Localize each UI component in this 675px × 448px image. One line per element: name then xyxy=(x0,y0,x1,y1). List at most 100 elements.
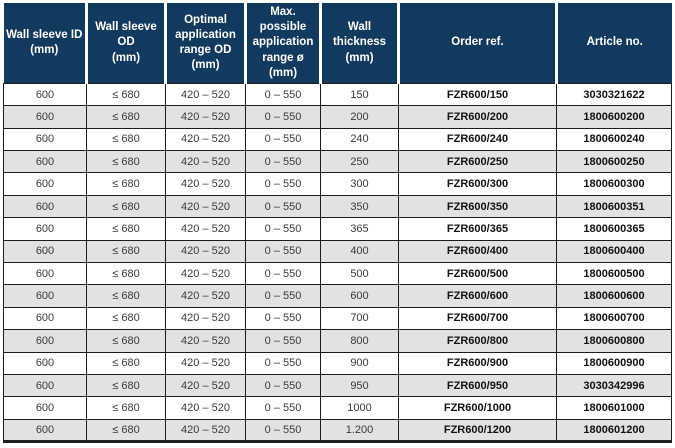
cell-order-ref: FZR600/600 xyxy=(398,284,557,308)
column-header-wall-sleeve-od: Wall sleeve OD (mm) xyxy=(85,3,166,84)
cell-article-no: 1800600400 xyxy=(556,239,672,263)
cell-optimal-application-range-od: 420 – 520 xyxy=(165,127,246,152)
cell-optimal-application-range-od: 420 – 520 xyxy=(165,351,246,375)
cell-wall-sleeve-od: ≤ 680 xyxy=(86,261,166,286)
cell-wall-thickness: 800 xyxy=(320,329,399,353)
cell-optimal-application-range-od: 420 – 520 xyxy=(165,284,246,308)
cell-max-possible-application-range: 0 – 550 xyxy=(245,284,321,308)
table-row: 600 ≤ 680 420 – 520 0 – 550 1000 FZR600/1000 1… xyxy=(3,396,672,420)
cell-optimal-application-range-od: 420 – 520 xyxy=(165,82,246,107)
cell-max-possible-application-range: 0 – 550 xyxy=(245,306,321,331)
cell-wall-sleeve-id: 600 xyxy=(3,284,87,308)
cell-wall-thickness: 400 xyxy=(320,239,399,263)
cell-max-possible-application-range: 0 – 550 xyxy=(245,329,321,353)
cell-wall-sleeve-od: ≤ 680 xyxy=(86,306,166,331)
cell-wall-sleeve-id: 600 xyxy=(3,105,87,129)
cell-optimal-application-range-od: 420 – 520 xyxy=(165,418,246,444)
cell-article-no: 3030342996 xyxy=(556,373,672,398)
cell-wall-thickness: 250 xyxy=(320,150,399,174)
cell-order-ref: FZR600/350 xyxy=(398,194,557,219)
cell-optimal-application-range-od: 420 – 520 xyxy=(165,217,246,241)
cell-optimal-application-range-od: 420 – 520 xyxy=(165,150,246,174)
table-row: 600 ≤ 680 420 – 520 0 – 550 365 FZR600/365 180… xyxy=(3,217,672,241)
cell-order-ref: FZR600/500 xyxy=(398,261,557,286)
cell-wall-sleeve-id: 600 xyxy=(3,150,87,174)
table-row: 600 ≤ 680 420 – 520 0 – 550 150 FZR600/150 303… xyxy=(3,82,672,107)
cell-article-no: 1800600250 xyxy=(556,150,672,174)
cell-wall-sleeve-od: ≤ 680 xyxy=(86,373,166,398)
table-row: 600 ≤ 680 420 – 520 0 – 550 600 FZR600/600 180… xyxy=(3,284,672,308)
cell-order-ref: FZR600/1200 xyxy=(398,418,557,444)
cell-article-no: 1800600300 xyxy=(556,172,672,196)
cell-max-possible-application-range: 0 – 550 xyxy=(245,396,321,420)
cell-wall-sleeve-od: ≤ 680 xyxy=(86,418,166,444)
cell-order-ref: FZR600/365 xyxy=(398,217,557,241)
cell-wall-thickness: 240 xyxy=(320,127,399,152)
cell-wall-sleeve-od: ≤ 680 xyxy=(86,127,166,152)
cell-wall-sleeve-id: 600 xyxy=(3,127,87,152)
cell-article-no: 1800600200 xyxy=(556,105,672,129)
cell-optimal-application-range-od: 420 – 520 xyxy=(165,396,246,420)
table-row: 600 ≤ 680 420 – 520 0 – 550 400 FZR600/400 180… xyxy=(3,239,672,263)
cell-wall-sleeve-od: ≤ 680 xyxy=(86,329,166,353)
cell-article-no: 1800600900 xyxy=(556,351,672,375)
cell-article-no: 1800601200 xyxy=(556,418,672,444)
cell-wall-thickness: 350 xyxy=(320,194,399,219)
cell-optimal-application-range-od: 420 – 520 xyxy=(165,373,246,398)
cell-wall-sleeve-od: ≤ 680 xyxy=(86,194,166,219)
cell-max-possible-application-range: 0 – 550 xyxy=(245,82,321,107)
cell-wall-thickness: 950 xyxy=(320,373,399,398)
cell-wall-sleeve-id: 600 xyxy=(3,261,87,286)
cell-wall-sleeve-od: ≤ 680 xyxy=(86,217,166,241)
cell-order-ref: FZR600/400 xyxy=(398,239,557,263)
cell-article-no: 1800600365 xyxy=(556,217,672,241)
table-row: 600 ≤ 680 420 – 520 0 – 550 250 FZR600/250 180… xyxy=(3,150,672,174)
cell-optimal-application-range-od: 420 – 520 xyxy=(165,239,246,263)
cell-max-possible-application-range: 0 – 550 xyxy=(245,239,321,263)
cell-max-possible-application-range: 0 – 550 xyxy=(245,105,321,129)
column-header-article-no: Article no. xyxy=(555,3,672,84)
cell-wall-sleeve-od: ≤ 680 xyxy=(86,82,166,107)
table-row: 600 ≤ 680 420 – 520 0 – 550 350 FZR600/350 180… xyxy=(3,194,672,219)
cell-wall-sleeve-od: ≤ 680 xyxy=(86,105,166,129)
cell-order-ref: FZR600/950 xyxy=(398,373,557,398)
cell-wall-sleeve-od: ≤ 680 xyxy=(86,172,166,196)
cell-order-ref: FZR600/250 xyxy=(398,150,557,174)
cell-max-possible-application-range: 0 – 550 xyxy=(245,261,321,286)
table-header: Wall sleeve ID (mm) Wall sleeve OD (mm) … xyxy=(3,3,672,84)
cell-wall-sleeve-id: 600 xyxy=(3,172,87,196)
cell-optimal-application-range-od: 420 – 520 xyxy=(165,261,246,286)
cell-wall-sleeve-id: 600 xyxy=(3,351,87,375)
cell-wall-sleeve-id: 600 xyxy=(3,194,87,219)
table-row: 600 ≤ 680 420 – 520 0 – 550 800 FZR600/800 180… xyxy=(3,329,672,353)
cell-order-ref: FZR600/800 xyxy=(398,329,557,353)
cell-wall-sleeve-id: 600 xyxy=(3,396,87,420)
cell-max-possible-application-range: 0 – 550 xyxy=(245,351,321,375)
cell-article-no: 1800600700 xyxy=(556,306,672,331)
cell-optimal-application-range-od: 420 – 520 xyxy=(165,172,246,196)
cell-wall-sleeve-od: ≤ 680 xyxy=(86,239,166,263)
cell-wall-thickness: 1.200 xyxy=(320,418,399,444)
cell-wall-thickness: 300 xyxy=(320,172,399,196)
table-row: 600 ≤ 680 420 – 520 0 – 550 500 FZR600/500 180… xyxy=(3,261,672,286)
cell-order-ref: FZR600/200 xyxy=(398,105,557,129)
cell-wall-sleeve-od: ≤ 680 xyxy=(86,351,166,375)
table-row: 600 ≤ 680 420 – 520 0 – 550 300 FZR600/300 180… xyxy=(3,172,672,196)
cell-wall-sleeve-id: 600 xyxy=(3,82,87,107)
cell-article-no: 1800600500 xyxy=(556,261,672,286)
column-header-wall-thickness: Wall thickness (mm) xyxy=(319,3,399,84)
cell-optimal-application-range-od: 420 – 520 xyxy=(165,306,246,331)
cell-wall-sleeve-od: ≤ 680 xyxy=(86,284,166,308)
cell-order-ref: FZR600/700 xyxy=(398,306,557,331)
cell-max-possible-application-range: 0 – 550 xyxy=(245,217,321,241)
product-spec-table: Wall sleeve ID (mm) Wall sleeve OD (mm) … xyxy=(3,3,672,444)
cell-optimal-application-range-od: 420 – 520 xyxy=(165,105,246,129)
cell-wall-sleeve-od: ≤ 680 xyxy=(86,150,166,174)
column-header-max-possible-application-range: Max. possible application range ø (mm) xyxy=(244,3,321,84)
cell-wall-thickness: 200 xyxy=(320,105,399,129)
table-row: 600 ≤ 680 420 – 520 0 – 550 900 FZR600/900 180… xyxy=(3,351,672,375)
cell-optimal-application-range-od: 420 – 520 xyxy=(165,329,246,353)
cell-wall-thickness: 600 xyxy=(320,284,399,308)
cell-max-possible-application-range: 0 – 550 xyxy=(245,172,321,196)
